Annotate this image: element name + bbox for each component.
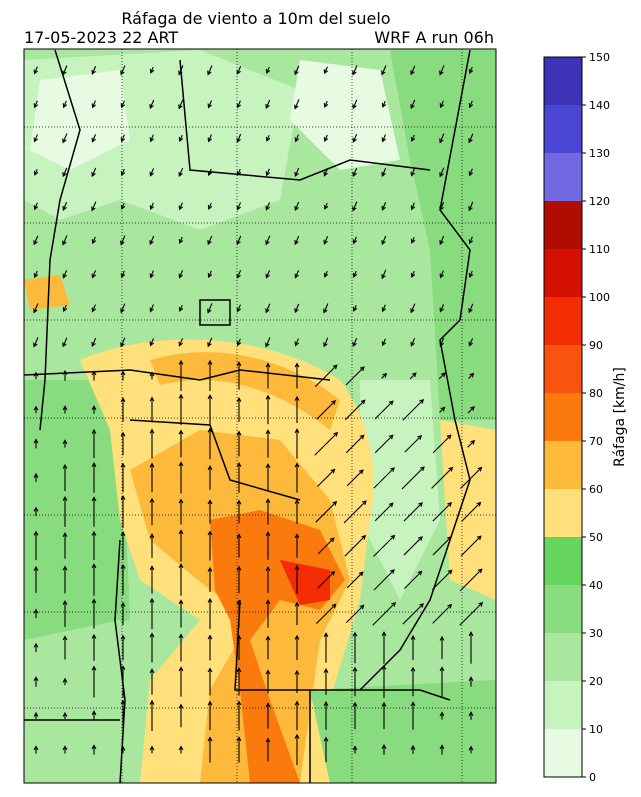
colorbar-bin — [544, 201, 582, 249]
colorbar-tick-label: 90 — [589, 339, 603, 352]
colorbar-tick-label: 80 — [589, 387, 603, 400]
colorbar-bin — [544, 681, 582, 729]
colorbar-tick-label: 150 — [589, 51, 610, 64]
colorbar-tick-label: 130 — [589, 147, 610, 160]
colorbar-tick-label: 140 — [589, 99, 610, 112]
colorbar: 0 10 20 30 40 50 60 70 80 90 100 110 120 130 140 150 — [544, 51, 610, 784]
colorbar-bin — [544, 297, 582, 345]
field — [310, 680, 496, 783]
colorbar-tick-label: 70 — [589, 435, 603, 448]
colorbar-tick-label: 110 — [589, 243, 610, 256]
colorbar-tick-label: 30 — [589, 627, 603, 640]
colorbar-tick-label: 0 — [589, 771, 596, 784]
colorbar-bin — [544, 153, 582, 201]
colorbar-bin — [544, 489, 582, 537]
colorbar-bin — [544, 729, 582, 777]
map — [24, 49, 496, 783]
colorbar-bin — [544, 249, 582, 297]
colorbar-tick-label: 50 — [589, 531, 603, 544]
title: Ráfaga de viento a 10m del suelo — [121, 9, 390, 28]
subtitle-left: 17-05-2023 22 ART — [24, 28, 178, 47]
colorbar-bin — [544, 441, 582, 489]
colorbar-tick-label: 120 — [589, 195, 610, 208]
colorbar-bin — [544, 393, 582, 441]
subtitle-right: WRF A run 06h — [374, 28, 494, 47]
colorbar-bin — [544, 57, 582, 105]
colorbar-tick-label: 10 — [589, 723, 603, 736]
colorbar-bin — [544, 345, 582, 393]
colorbar-tick-label: 100 — [589, 291, 610, 304]
colorbar-label: Ráfaga [km/h] — [612, 367, 628, 467]
colorbar-bin — [544, 633, 582, 681]
colorbar-tick-label: 20 — [589, 675, 603, 688]
colorbar-bin — [544, 585, 582, 633]
field — [24, 620, 130, 783]
colorbar-bin — [544, 105, 582, 153]
colorbar-bin — [544, 537, 582, 585]
colorbar-tick-label: 60 — [589, 483, 603, 496]
page: Ráfaga de viento a 10m del suelo 17-05-2… — [0, 0, 641, 797]
colorbar-tick-label: 40 — [589, 579, 603, 592]
